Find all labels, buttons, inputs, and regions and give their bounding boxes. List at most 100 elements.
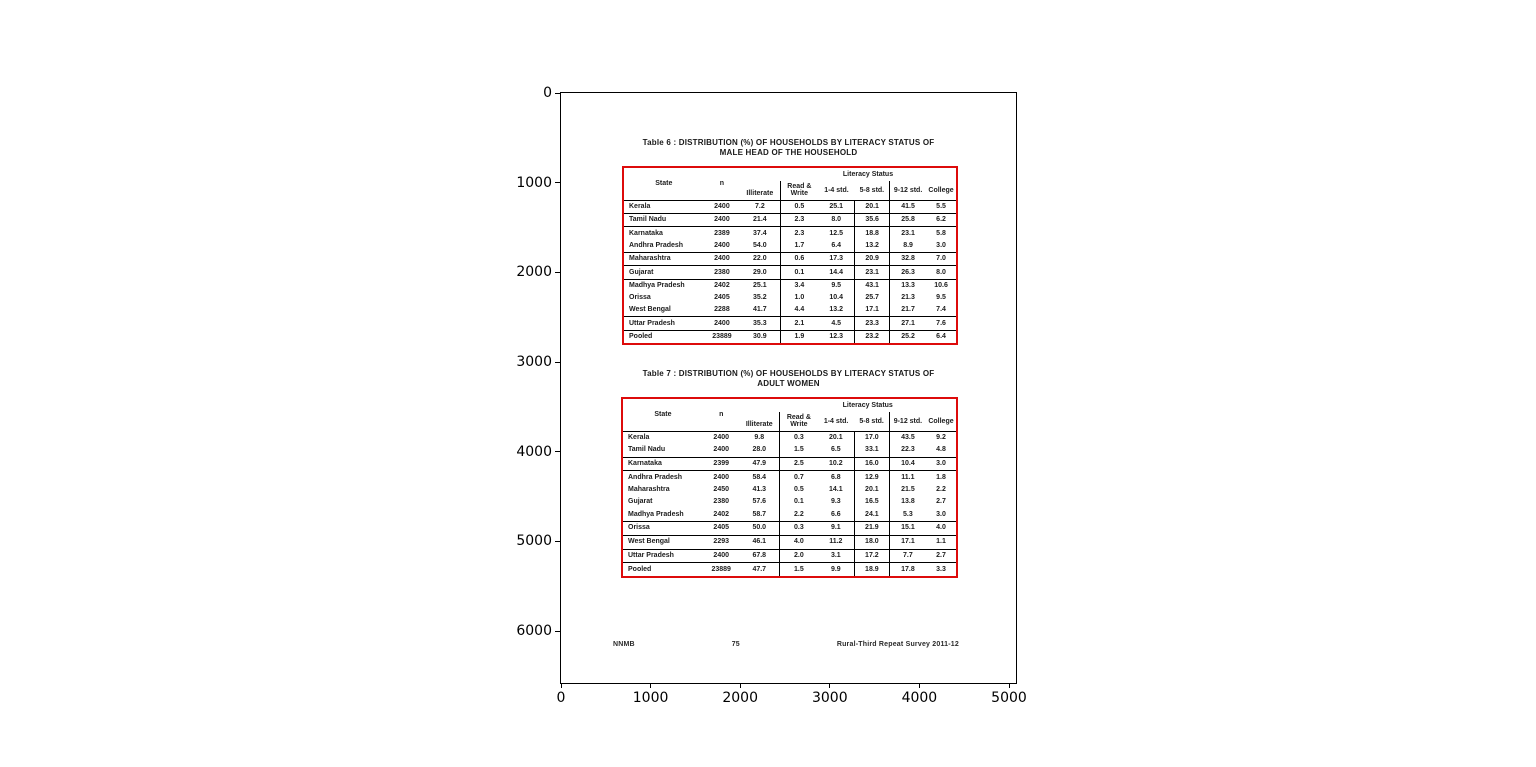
header-row-columns: Read & Write 1-4 std. 5-8 std. 9-12 std. Col… [623,412,956,432]
cell-n: 2405 [702,521,740,536]
cell-n: 2400 [702,444,740,458]
cell-1-4-std: 17.3 [818,252,855,267]
table6-red-box: State n Illiterate Literacy Status Read & Wr… [622,166,958,345]
cell-college: 8.0 [926,265,956,280]
cell-illiterate: 7.2 [740,200,781,215]
col-header-illiterate: Illiterate [739,399,780,432]
cell-n: 2400 [703,252,741,267]
cell-read-write: 1.5 [778,444,818,458]
state-row: Tamil Nadu 2400 28.0 1.5 6.5 33.1 22.3 4.8 [623,444,956,458]
cell-read-write: 4.0 [778,535,818,550]
cell-1-4-std: 6.8 [830,473,841,481]
cell-state: Orissa [629,294,651,302]
x-tick-mark [650,683,652,688]
cell-illiterate: 58.7 [739,508,780,522]
cell-9-12-std: 21.5 [888,483,926,497]
cell-college: 7.0 [926,252,956,267]
y-tick-label: 1000 [516,174,552,191]
cell-9-12-std: 8.9 [889,239,927,253]
cell-1-4-std: 12.3 [829,332,843,340]
cell-college: 6.2 [926,213,956,228]
state-row: Uttar Pradesh 2400 35.3 2.1 4.5 23.3 27.1 7.6 [624,316,956,331]
cell-college: 3.3 [936,565,946,573]
cell-read-write: 0.5 [779,200,819,215]
cell-1-4-std: 9.3 [830,498,841,506]
cell-read-write: 2.5 [778,457,818,472]
cell-5-8-std: 24.1 [853,508,890,522]
cell-state: Pooled [629,332,653,340]
col-header-9-12-std: 9-12 std. [889,181,927,201]
cell-college: 7.6 [926,316,956,331]
cell-read-write: 2.2 [778,508,818,522]
cell-n: 2400 [703,213,741,228]
state-row: Maharashtra 2450 41.3 0.5 14.1 20.1 21.5 2.2 [623,483,956,497]
footer-survey-name: Rural-Third Repeat Survey 2011-12 [836,641,959,648]
state-row: Tamil Nadu 2400 21.4 2.3 8.0 35.6 25.8 6.2 [624,213,956,228]
y-tick-mark [555,540,560,542]
cell-n: 23889 [712,332,732,340]
footer-page-number: 75 [731,641,740,648]
cell-5-8-std: 20.9 [854,252,890,267]
cell-1-4-std: 25.1 [818,200,855,215]
cell-college: 4.0 [925,521,956,536]
cell-illiterate: 41.7 [740,303,781,318]
x-tick-label: 5000 [991,690,1027,706]
state-row: Andhra Pradesh 2400 54.0 1.7 6.4 13.2 8.9 3.0 [624,239,956,253]
cell-illiterate: 30.9 [753,332,767,340]
x-tick-label: 0 [556,690,566,706]
cell-college: 7.4 [926,303,956,318]
cell-n: 2399 [702,457,740,472]
cell-5-8-std: 18.8 [854,226,890,240]
cell-illiterate: 41.3 [752,486,767,494]
header-row-columns: Read & Write 1-4 std. 5-8 std. 9-12 std. Col… [624,181,956,201]
cell-college: 4.8 [925,444,956,458]
cell-1-4-std: 6.4 [818,239,855,253]
literacy-status-group-header: Literacy Status [842,401,893,409]
cell-state: Madhya Pradesh [623,508,703,522]
cell-9-12-std: 22.3 [888,444,926,458]
cell-9-12-std: 11.1 [888,470,926,484]
cell-college: 2.7 [925,549,956,564]
header-row-group: State n Illiterate Literacy Status [623,399,956,432]
x-tick-label: 4000 [901,690,938,706]
cell-state: Maharashtra [624,252,704,267]
y-tick-label: 5000 [516,533,552,550]
cell-read-write: 0.5 [778,483,818,497]
x-tick-label: 3000 [811,690,848,706]
cell-n: 2400 [713,433,729,441]
cell-illiterate: 58.4 [752,473,767,481]
cell-read-write: 1.9 [779,330,819,343]
cell-illiterate: 54.0 [740,239,781,253]
cell-read-write: 2.1 [779,316,819,331]
col-header-college: College [926,181,956,201]
cell-9-12-std: 7.7 [888,549,926,564]
cell-college: 9.2 [936,433,946,441]
cell-read-write: 0.1 [778,496,818,509]
pooled-row: Pooled 23889 30.9 1.9 12.3 23.2 25.2 6.4 [624,330,956,343]
cell-1-4-std: 8.0 [818,213,855,228]
state-row: Maharashtra 2400 22.0 0.6 17.3 20.9 32.8 7.0 [624,252,956,267]
cell-5-8-std: 12.9 [853,470,890,484]
cell-state: Uttar Pradesh [623,549,703,564]
scanned-page: Table 6 : DISTRIBUTION (%) OF HOUSEHOLDS… [561,93,1016,683]
cell-college: 1.1 [925,535,956,550]
cell-state: Uttar Pradesh [624,316,704,331]
cell-9-12-std: 43.5 [888,431,926,445]
cell-state: Pooled [628,565,652,573]
cell-n: 2402 [714,282,730,290]
cell-read-write: 0.1 [779,265,819,280]
cell-1-4-std: 13.2 [818,303,855,318]
table7-title-line1: Table 7 : DISTRIBUTION (%) OF HOUSEHOLDS… [642,369,935,378]
cell-illiterate: 21.4 [740,213,781,228]
cell-read-write: 0.6 [779,252,819,267]
plot-area: Table 6 : DISTRIBUTION (%) OF HOUSEHOLDS… [516,86,1026,705]
x-tick-mark [560,683,562,688]
cell-1-4-std: 12.5 [829,229,843,237]
cell-n: 2450 [713,486,729,494]
cell-1-4-std: 14.4 [818,265,855,280]
cell-n: 2405 [714,294,730,302]
cell-5-8-std: 20.1 [854,200,890,215]
cell-illiterate: 35.2 [753,294,767,302]
cell-5-8-std: 17.0 [853,431,890,445]
